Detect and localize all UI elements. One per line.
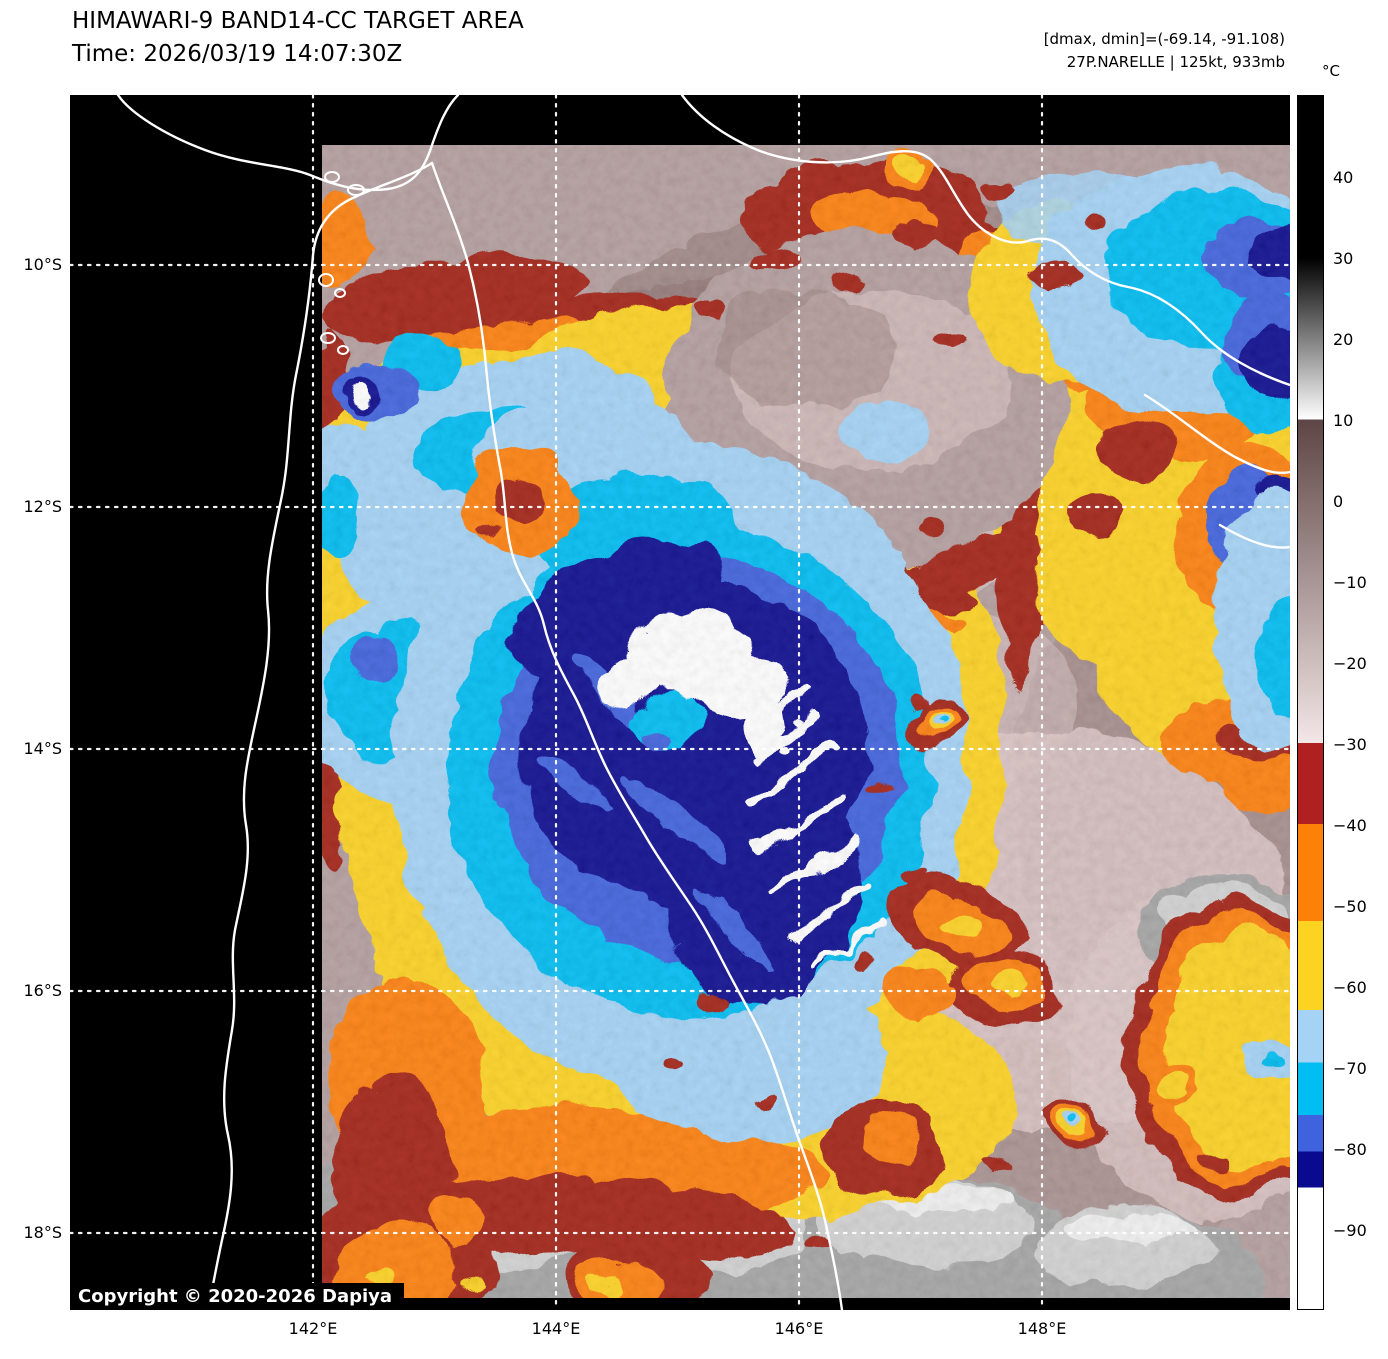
colorbar-tick-m70: −70 [1333, 1059, 1367, 1078]
colorbar-gradient [1297, 95, 1324, 1310]
lon-tick-144e: 144°E [531, 1319, 581, 1338]
satellite-map-svg [70, 95, 1290, 1310]
colorbar-tick-m40: −40 [1333, 816, 1367, 835]
islands [318, 171, 365, 355]
dmax-dmin-annotation: [dmax, dmin]=(-69.14, -91.108) [1043, 30, 1285, 48]
lon-tick-148e: 148°E [1017, 1319, 1067, 1338]
product-timestamp: Time: 2026/03/19 14:07:30Z [72, 41, 403, 67]
colorbar-tick-m10: −10 [1333, 573, 1367, 592]
colorbar-tick-m80: −80 [1333, 1140, 1367, 1159]
colorbar-tick-20: 20 [1333, 330, 1354, 349]
colorbar-tick-m20: −20 [1333, 654, 1367, 673]
colorbar-tick-m50: −50 [1333, 897, 1367, 916]
coastline [116, 95, 1290, 1310]
lat-tick-18s: 18°S [23, 1223, 62, 1242]
lat-tick-16s: 16°S [23, 981, 62, 1000]
copyright-label: Copyright © 2020-2026 Dapiya [70, 1283, 405, 1310]
noise-texture-light [322, 145, 1290, 1298]
map-area: Copyright © 2020-2026 Dapiya [70, 95, 1290, 1310]
colorbar-tick-30: 30 [1333, 249, 1354, 268]
colorbar-tick-10: 10 [1333, 411, 1354, 430]
lon-tick-142e: 142°E [288, 1319, 338, 1338]
lon-tick-146e: 146°E [774, 1319, 824, 1338]
lat-tick-14s: 14°S [23, 739, 62, 758]
colorbar-tick-m90: −90 [1333, 1221, 1367, 1240]
storm-info-annotation: 27P.NARELLE | 125kt, 933mb [1066, 53, 1285, 71]
colorbar-tick-m60: −60 [1333, 978, 1367, 997]
satellite-data-region [322, 145, 1290, 1298]
product-title: HIMAWARI-9 BAND14-CC TARGET AREA [72, 8, 524, 34]
lat-tick-12s: 12°S [23, 497, 62, 516]
gridlines [70, 95, 1290, 1310]
colorbar-tick-0: 0 [1333, 492, 1344, 511]
lat-tick-10s: 10°S [23, 255, 62, 274]
colorbar-tick-m30: −30 [1333, 735, 1367, 754]
colorbar-tick-40: 40 [1333, 168, 1354, 187]
colorbar-unit-label: °C [1322, 62, 1340, 80]
